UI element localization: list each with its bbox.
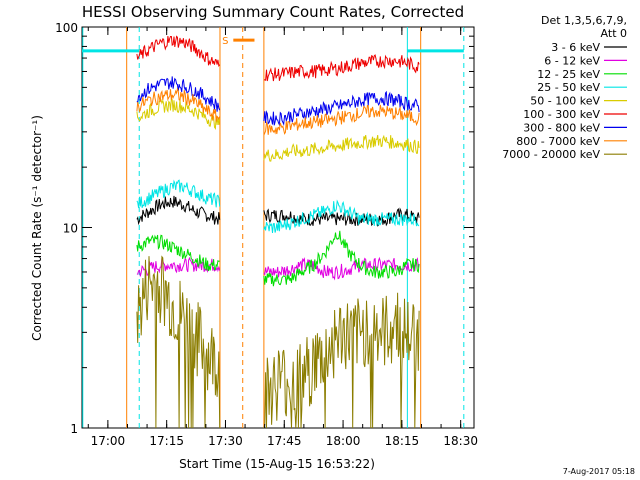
footer-timestamp: 7-Aug-2017 05:18 (563, 467, 635, 476)
legend-label: 800 - 7000 keV (516, 135, 600, 148)
legend-label: 7000 - 20000 keV (502, 148, 600, 161)
y-tick-label: 100 (55, 21, 78, 35)
series-line-8-part-2 (263, 104, 420, 136)
series-line-6-part-1 (136, 35, 221, 67)
legend-header-line-2: Att 0 (601, 27, 627, 40)
legend-label: 6 - 12 keV (544, 54, 600, 67)
plot-area: S 1 10 100 17:00 17:15 17:30 17:45 18:00 18:15 18:… (55, 21, 478, 448)
series-line-3-part-1 (136, 234, 220, 272)
x-tick-label: 18:00 (326, 434, 361, 448)
series-line-4-part-2 (263, 199, 420, 234)
series-line-8-part-1 (136, 87, 221, 122)
series-line-2-part-2 (263, 256, 420, 281)
series-line-5-part-1 (136, 96, 221, 130)
x-axis-label: Start Time (15-Aug-15 16:53:22) (179, 457, 375, 471)
legend-label: 3 - 6 keV (551, 41, 600, 54)
chart-title: HESSI Observing Summary Count Rates, Cor… (82, 3, 464, 21)
legend-label: 12 - 25 keV (537, 68, 600, 81)
legend-label: 50 - 100 keV (530, 95, 600, 108)
x-tick-label: 17:45 (267, 434, 302, 448)
x-tick-label: 18:30 (443, 434, 478, 448)
flag-label: S (222, 36, 228, 47)
x-tick-label: 17:15 (149, 434, 184, 448)
x-tick-label: 18:15 (385, 434, 420, 448)
legend-header-line-1: Det 1,3,5,6,7,9, (541, 14, 627, 27)
legend-label: 25 - 50 keV (537, 81, 600, 94)
y-tick-label: 1 (70, 422, 78, 436)
series-line-7-part-2 (263, 90, 420, 127)
series-line-2-part-1 (136, 256, 221, 277)
y-axis-label: Corrected Count Rate (s⁻¹ detector⁻¹) (30, 115, 44, 341)
series-line-3-part-2 (263, 230, 420, 287)
legend-label: 300 - 800 keV (523, 121, 600, 134)
x-tick-label: 17:30 (208, 434, 243, 448)
series-line-9-part-2 (263, 292, 420, 429)
series-line-1-part-1 (136, 195, 221, 226)
series-line-4-part-1 (136, 179, 221, 209)
y-tick-label: 10 (63, 222, 78, 236)
series-line-9-part-1 (136, 255, 221, 429)
series-line-6-part-2 (263, 54, 420, 82)
series-line-5-part-2 (263, 134, 420, 162)
legend-label: 100 - 300 keV (523, 108, 600, 121)
x-tick-label: 17:00 (91, 434, 126, 448)
